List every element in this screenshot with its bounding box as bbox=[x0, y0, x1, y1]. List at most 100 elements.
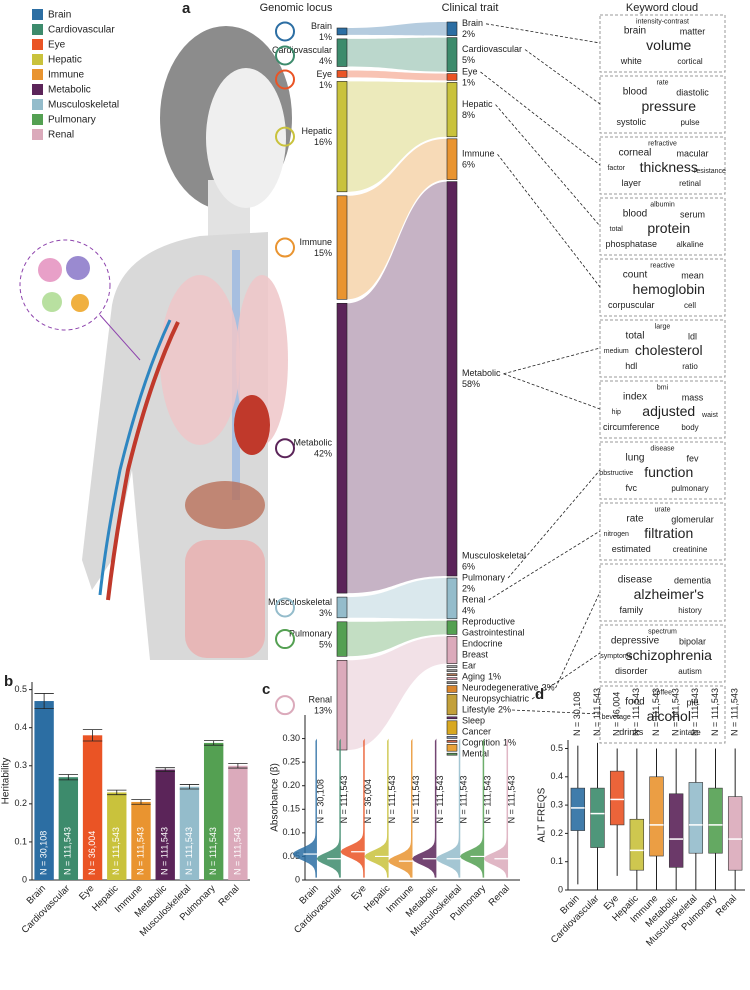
trait-name: Reproductive bbox=[462, 616, 515, 626]
y-tick-label: 0 bbox=[295, 874, 300, 884]
keyword: pie bbox=[686, 697, 698, 707]
y-tick-label: 0.30 bbox=[282, 733, 300, 743]
bar bbox=[203, 742, 224, 880]
trait-block bbox=[446, 138, 458, 180]
legend-swatch bbox=[32, 99, 43, 110]
trait-name: Metabolic bbox=[462, 368, 501, 378]
keyword: serum bbox=[680, 209, 705, 219]
keyword: total bbox=[626, 331, 645, 342]
keyword: ldl bbox=[688, 331, 697, 341]
connector bbox=[495, 104, 601, 227]
x-tick-label: Renal bbox=[216, 883, 241, 908]
connector bbox=[512, 709, 601, 715]
locus-icon bbox=[275, 695, 295, 716]
keyword: resistance bbox=[694, 168, 726, 175]
y-tick-label: 0.2 bbox=[550, 828, 563, 838]
keyword: glomerular bbox=[671, 514, 714, 524]
trait-block bbox=[446, 752, 458, 756]
n-label: N = 111,543 bbox=[690, 688, 700, 736]
keyword: lung bbox=[626, 453, 645, 464]
trait-block bbox=[446, 694, 458, 716]
x-tick-label: Renal bbox=[714, 893, 739, 918]
trait-name: Sleep bbox=[462, 715, 485, 725]
locus-percent: 42% bbox=[314, 449, 332, 459]
trait-name: Lifestyle bbox=[462, 704, 495, 714]
keyword: retinal bbox=[679, 179, 701, 188]
keyword: pulse bbox=[680, 118, 700, 127]
face bbox=[206, 68, 286, 208]
trait-name: Cardiovascular bbox=[462, 44, 522, 54]
flow bbox=[347, 70, 447, 81]
error-bar bbox=[131, 799, 151, 805]
locus-block bbox=[336, 27, 348, 36]
y-tick-label: 0.1 bbox=[14, 836, 27, 846]
keyword: circumference bbox=[603, 422, 660, 432]
violin bbox=[459, 738, 485, 878]
keyword: filtration bbox=[644, 525, 693, 541]
artery bbox=[106, 321, 180, 601]
locus-percent: 3% bbox=[319, 608, 332, 618]
n-label: N = 30,108 bbox=[315, 779, 325, 823]
keyword: creatinine bbox=[673, 545, 708, 554]
n-label: N = 111,543 bbox=[208, 827, 218, 875]
y-tick-label: 0.20 bbox=[282, 780, 300, 790]
keyword-cloud-box bbox=[599, 502, 726, 561]
keyword: depressive bbox=[611, 636, 660, 647]
flow bbox=[347, 636, 447, 750]
y-tick-label: 0.1 bbox=[550, 856, 563, 866]
n-label: N = 111,543 bbox=[459, 775, 469, 823]
column-header: Genomic locus bbox=[260, 2, 333, 14]
keyword: history bbox=[678, 606, 702, 615]
keyword: alkaline bbox=[676, 240, 704, 249]
error-bar bbox=[58, 774, 79, 781]
keyword: hdl bbox=[625, 361, 637, 371]
keyword: waist bbox=[701, 412, 718, 419]
trait-name: Endocrine bbox=[462, 638, 503, 648]
n-label: N = 111,543 bbox=[411, 775, 421, 823]
locus-icon bbox=[275, 597, 295, 618]
keyword: family bbox=[619, 605, 643, 615]
keyword: spectrum bbox=[648, 629, 677, 636]
trait-name: Neuropsychiatric bbox=[462, 693, 530, 703]
cell-inset bbox=[19, 239, 111, 331]
y-tick-label: 0 bbox=[558, 884, 563, 894]
n-label: N = 111,543 bbox=[232, 827, 242, 875]
error-bar bbox=[107, 789, 127, 796]
trait-percent: 6% bbox=[462, 160, 475, 170]
bar bbox=[155, 769, 175, 880]
legend-label: Cardiovascular bbox=[48, 25, 115, 36]
bar bbox=[179, 786, 200, 880]
locus-name: Brain bbox=[311, 21, 332, 31]
locus-icon bbox=[275, 69, 295, 90]
locus-icon bbox=[275, 126, 295, 147]
anatomy-illustration bbox=[19, 26, 292, 660]
trait-percent: 1% bbox=[503, 737, 516, 747]
locus-icon bbox=[275, 438, 295, 459]
keyword: matter bbox=[680, 26, 706, 36]
keyword: reactive bbox=[650, 263, 675, 270]
legend-swatch bbox=[32, 39, 43, 50]
trait-name: Hepatic bbox=[462, 99, 493, 109]
legend-swatch bbox=[32, 69, 43, 80]
y-axis-label: ALT FREQS bbox=[537, 787, 548, 842]
n-label: N = 111,543 bbox=[111, 827, 121, 875]
locus-name: Metabolic bbox=[293, 438, 332, 448]
flow bbox=[347, 578, 447, 619]
trait-block bbox=[446, 73, 458, 81]
keyword: refractive bbox=[648, 141, 677, 148]
keyword-cloud-box bbox=[599, 197, 726, 256]
keyword-cloud-box bbox=[599, 258, 726, 317]
n-label: N = 111,543 bbox=[506, 775, 516, 823]
trait-name: Immune bbox=[462, 149, 495, 159]
keyword-cloud-box bbox=[599, 380, 726, 439]
keyword: body bbox=[681, 423, 698, 432]
trait-block bbox=[446, 665, 458, 668]
keyword: alzheimer's bbox=[634, 586, 704, 602]
locus-block bbox=[336, 38, 348, 67]
keyword: protein bbox=[647, 220, 690, 236]
locus-name: Pulmonary bbox=[289, 628, 333, 638]
locus-name: Eye bbox=[316, 69, 332, 79]
keyword: disease bbox=[618, 575, 653, 586]
bar bbox=[82, 735, 103, 880]
locus-block bbox=[336, 302, 348, 594]
